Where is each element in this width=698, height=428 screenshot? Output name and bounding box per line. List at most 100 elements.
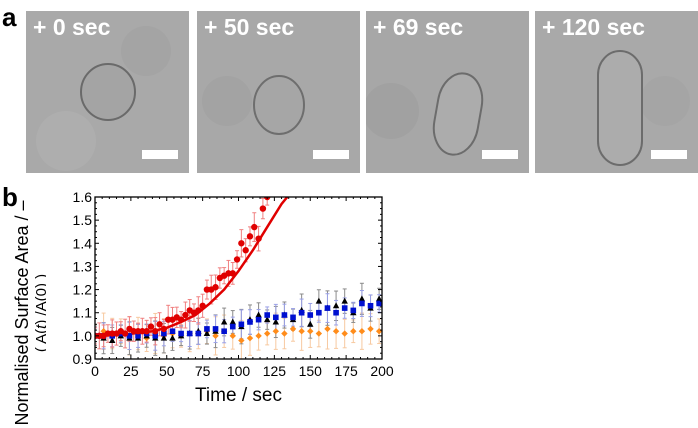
data-point-square [195,330,202,337]
data-point-diamond [358,328,366,335]
data-point-diamond [315,330,323,337]
data-point-diamond [289,325,297,333]
data-point-diamond [332,328,340,335]
data-point-square [169,328,176,335]
micrograph-frame-1: + 50 sec [197,11,360,173]
vesicle-image [26,11,189,173]
data-point-square [290,314,296,321]
data-point-circle [195,307,202,314]
plot-area [95,197,382,359]
data-point-circle [156,321,163,328]
data-point-triangle [160,334,168,341]
data-point-square [316,309,322,316]
data-point-diamond [367,325,374,333]
data-point-circle [238,240,245,247]
scale-bar [651,150,687,159]
data-point-circle [182,311,189,319]
data-point-circle [251,223,258,231]
y-tick-label: 0.9 [73,351,93,367]
vesicle-image [366,11,529,173]
data-point-square [307,312,314,318]
vesicle-image [535,11,698,173]
data-point-square [255,316,262,323]
x-tick-label: 150 [299,363,323,379]
y-tick-label: 1.6 [73,189,93,205]
data-point-square [341,305,348,311]
data-point-triangle [375,295,382,302]
data-point-square [359,300,365,307]
data-point-square [186,330,193,337]
data-point-square [247,319,253,325]
data-point-diamond [298,328,305,335]
data-point-triangle [307,320,314,327]
data-point-circle [229,270,236,277]
micrograph-frame-0: + 0 sec [26,11,189,173]
scale-bar [313,150,349,159]
data-point-diamond [255,332,262,340]
time-label: + 50 sec [204,14,295,40]
data-point-triangle [272,318,280,325]
x-tick-label: 25 [123,363,139,379]
data-point-triangle [203,330,211,337]
time-label: + 0 sec [33,14,111,40]
scale-bar [142,150,178,159]
data-point-diamond [307,328,314,335]
data-point-square [126,333,133,339]
data-point-circle [147,323,155,330]
data-point-circle [255,235,262,242]
data-point-square [376,300,382,307]
data-point-square [152,333,159,339]
data-point-square [204,326,210,332]
data-point-circle [246,233,254,240]
x-tick-label: 75 [195,363,211,379]
y-axis-label-line1: Normalised Surface Area / – [12,200,32,425]
data-point-diamond [272,328,280,335]
y-axis-label: Normalised Surface Area / – ( A(t) /A(0)… [12,200,46,425]
data-point-square [238,321,245,328]
micrograph-frame-3: + 120 sec [535,11,698,173]
data-point-circle [233,256,241,263]
data-point-square [273,314,279,321]
time-label: + 120 sec [542,14,645,40]
x-axis-label: Time / sec [195,385,282,406]
data-point-circle [121,330,129,337]
data-point-square [367,302,374,309]
data-point-triangle [264,316,271,323]
y-tick-label: 1.1 [73,305,93,321]
data-point-circle [152,328,159,335]
x-tick-label: 50 [159,363,175,379]
data-point-square [264,312,270,318]
data-point-square [281,312,288,318]
data-point-circle [242,247,249,254]
data-point-square [161,330,167,337]
data-point-triangle [341,297,348,304]
y-tick-label: 1.5 [73,212,93,228]
panel-a-label: a [2,2,17,32]
panel-b-label: b [2,182,18,212]
data-point-diamond [264,330,271,337]
data-point-triangle [255,311,262,318]
data-point-triangle [358,295,366,302]
data-point-square [350,307,357,314]
data-point-diamond [341,330,348,337]
data-point-circle [199,302,206,309]
data-point-diamond [100,328,107,335]
data-point-square [298,309,305,316]
y-tick-label: 1.2 [73,282,93,298]
x-tick-label: 0 [91,363,99,379]
time-label: + 69 sec [373,14,464,40]
data-point-square [333,309,339,316]
surface-area-chart: 0 25 50 75 100 125 150 175 200 0.9 1.0 1.1 1.2 1.3 1.4… [73,189,394,406]
data-point-circle [259,205,267,212]
data-point-diamond [324,325,331,333]
data-point-diamond [350,328,357,335]
y-axis-label-line2: ( A(t) /A(0) ) [33,274,46,352]
data-point-triangle [229,318,236,325]
data-point-square [324,305,331,311]
data-point-square [135,333,141,339]
data-point-triangle [169,334,176,341]
data-point-square [229,323,236,330]
data-point-diamond [238,337,245,344]
data-point-diamond [281,330,288,337]
data-point-triangle [332,302,340,309]
